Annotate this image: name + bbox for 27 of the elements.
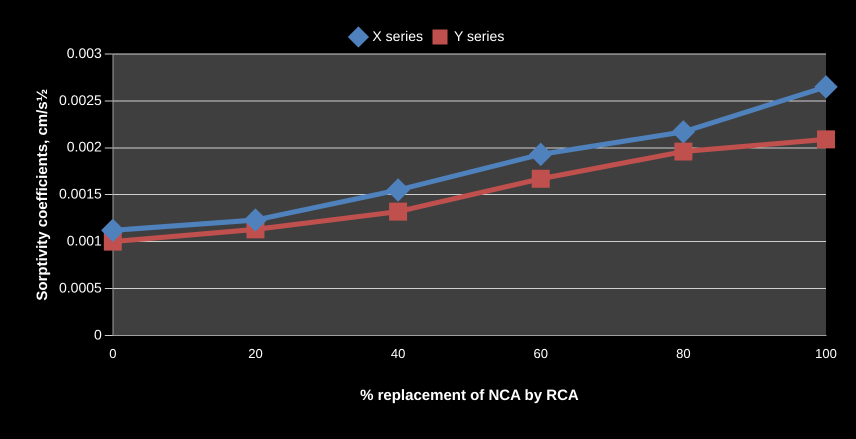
point <box>244 208 267 232</box>
y-tick-label: 0.001 <box>66 232 102 248</box>
point <box>389 202 408 221</box>
point <box>386 178 410 202</box>
point <box>532 170 550 188</box>
x-tick-label: 40 <box>390 346 406 361</box>
point <box>814 75 838 98</box>
point <box>101 218 124 242</box>
y-tick-label: 0.003 <box>66 44 102 61</box>
y-tick-label: 0.0025 <box>58 92 102 108</box>
x-tick-label: 100 <box>815 346 837 361</box>
y-tick-label: 0.0005 <box>58 279 102 296</box>
legend-label: X series <box>372 28 424 44</box>
point <box>672 120 695 144</box>
y-tick-label: 0 <box>94 326 102 342</box>
x-axis-title: % replacement of NCA by RCA <box>360 387 579 404</box>
point <box>529 142 552 166</box>
y-tick-label: 0.002 <box>66 138 102 155</box>
y-axis-title: Sorptivity coefficients, cm/s½ <box>34 88 52 301</box>
point <box>674 142 692 161</box>
x-tick-label: 20 <box>248 346 263 361</box>
y-tick-label: 0.0015 <box>58 186 102 202</box>
x-tick-label: 60 <box>533 346 548 361</box>
point <box>817 130 835 148</box>
legend-label: Y series <box>454 28 504 44</box>
x-tick-label: 0 <box>109 346 116 361</box>
x-tick-label: 80 <box>676 346 691 361</box>
